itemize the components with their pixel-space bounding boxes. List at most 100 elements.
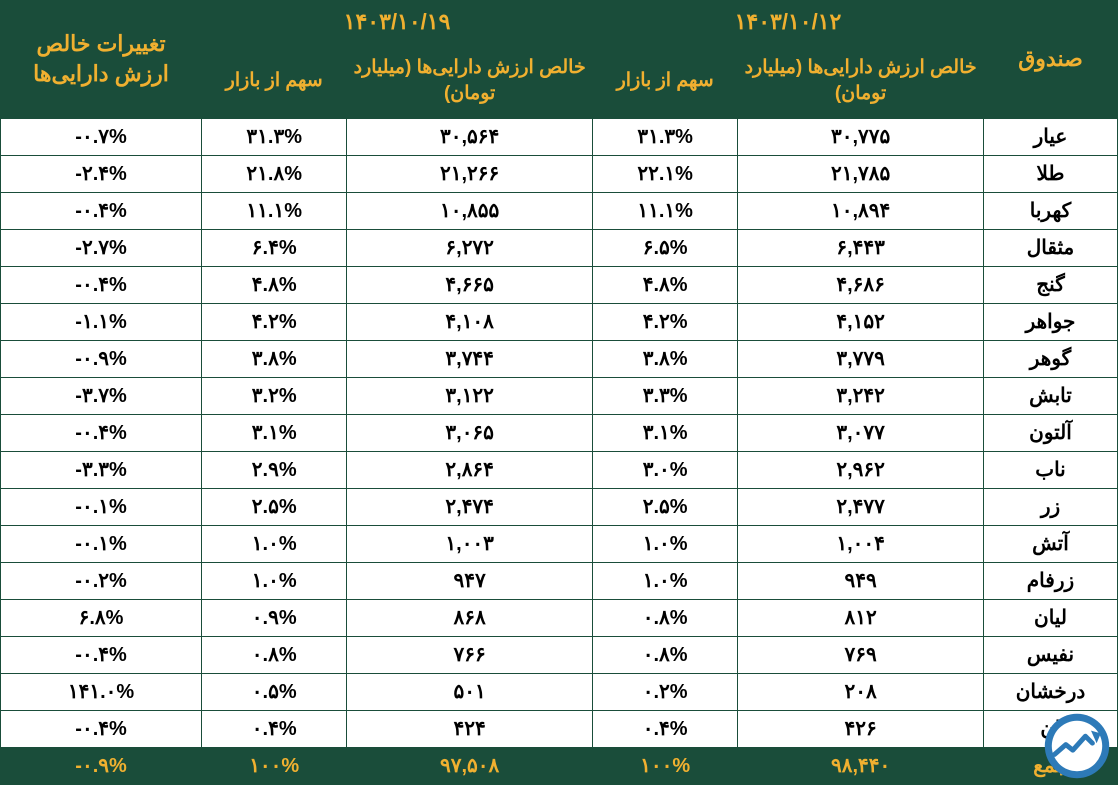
cell: گنج — [983, 266, 1117, 303]
cell: ۴,۱۵۲ — [738, 303, 984, 340]
cell: ۳۱.۳% — [593, 118, 738, 155]
col-nav-older: خالص ارزش دارایی‌ها (میلیارد تومان) — [738, 44, 984, 118]
cell: ۳.۱% — [593, 414, 738, 451]
cell: -۰.۷% — [1, 118, 202, 155]
cell: ۰.۹% — [202, 599, 347, 636]
cell: ۴.۸% — [593, 266, 738, 303]
cell: ۹۴۷ — [347, 562, 593, 599]
table-row: گوهر۳,۷۷۹۳.۸%۳,۷۴۴۳.۸%-۰.۹% — [1, 340, 1118, 377]
cell: ان — [983, 710, 1117, 747]
cell: ۳۰,۷۷۵ — [738, 118, 984, 155]
cell: عیار — [983, 118, 1117, 155]
cell: ۱۱.۱% — [593, 192, 738, 229]
total-change: -۰.۹% — [1, 747, 202, 784]
cell: ۶.۴% — [202, 229, 347, 266]
cell: آتش — [983, 525, 1117, 562]
cell: زر — [983, 488, 1117, 525]
cell: -۰.۴% — [1, 414, 202, 451]
cell: ۳۱.۳% — [202, 118, 347, 155]
table-row: درخشان۲۰۸۰.۲%۵۰۱۰.۵%۱۴۱.۰% — [1, 673, 1118, 710]
cell: ۴,۱۰۸ — [347, 303, 593, 340]
col-fund: صندوق — [983, 1, 1117, 119]
cell: ۲,۸۶۴ — [347, 451, 593, 488]
table-row: ناب۲,۹۶۲۳.۰%۲,۸۶۴۲.۹%-۳.۳% — [1, 451, 1118, 488]
cell: ۶.۵% — [593, 229, 738, 266]
table-row: زر۲,۴۷۷۲.۵%۲,۴۷۴۲.۵%-۰.۱% — [1, 488, 1118, 525]
cell: ۸۱۲ — [738, 599, 984, 636]
cell: ۳.۲% — [202, 377, 347, 414]
cell: ۱.۰% — [202, 562, 347, 599]
cell: ۰.۲% — [593, 673, 738, 710]
cell: -۰.۴% — [1, 710, 202, 747]
nav-table: صندوق ۱۴۰۳/۱۰/۱۲ ۱۴۰۳/۱۰/۱۹ تغییرات خالص… — [0, 0, 1118, 785]
cell: ۱۱.۱% — [202, 192, 347, 229]
cell: ۲.۵% — [593, 488, 738, 525]
cell: ۳۰,۵۶۴ — [347, 118, 593, 155]
cell: طلا — [983, 155, 1117, 192]
cell: ۱,۰۰۳ — [347, 525, 593, 562]
cell: ۲۱,۲۶۶ — [347, 155, 593, 192]
cell: ناب — [983, 451, 1117, 488]
cell: ۱.۰% — [593, 562, 738, 599]
table-row: زرفام۹۴۹۱.۰%۹۴۷۱.۰%-۰.۲% — [1, 562, 1118, 599]
cell: ۳,۲۴۲ — [738, 377, 984, 414]
table-row: ان۴۲۶۰.۴%۴۲۴۰.۴%-۰.۴% — [1, 710, 1118, 747]
cell: ۳.۰% — [593, 451, 738, 488]
table-row: طلا۲۱,۷۸۵۲۲.۱%۲۱,۲۶۶۲۱.۸%-۲.۴% — [1, 155, 1118, 192]
table-row: گنج۴,۶۸۶۴.۸%۴,۶۶۵۴.۸%-۰.۴% — [1, 266, 1118, 303]
cell: آلتون — [983, 414, 1117, 451]
cell: ۱,۰۰۴ — [738, 525, 984, 562]
table-row: مثقال۶,۴۴۳۶.۵%۶,۲۷۲۶.۴%-۲.۷% — [1, 229, 1118, 266]
cell: -۰.۱% — [1, 488, 202, 525]
cell: ۰.۸% — [202, 636, 347, 673]
cell: ۱۴۱.۰% — [1, 673, 202, 710]
cell: ۶,۴۴۳ — [738, 229, 984, 266]
cell: ۴,۶۶۵ — [347, 266, 593, 303]
table-row: کهربا۱۰,۸۹۴۱۱.۱%۱۰,۸۵۵۱۱.۱%-۰.۴% — [1, 192, 1118, 229]
cell: ۵۰۱ — [347, 673, 593, 710]
table-row: تابش۳,۲۴۲۳.۳%۳,۱۲۲۳.۲%-۳.۷% — [1, 377, 1118, 414]
table-total-row: جمع ۹۸,۴۴۰ ۱۰۰% ۹۷,۵۰۸ ۱۰۰% -۰.۹% — [1, 747, 1118, 784]
cell: ۴,۶۸۶ — [738, 266, 984, 303]
cell: ۳,۰۷۷ — [738, 414, 984, 451]
cell: ۴.۲% — [593, 303, 738, 340]
cell: ۰.۸% — [593, 636, 738, 673]
cell: ۶,۲۷۲ — [347, 229, 593, 266]
cell: زرفام — [983, 562, 1117, 599]
cell: نفیس — [983, 636, 1117, 673]
cell: ۲,۴۷۷ — [738, 488, 984, 525]
col-change: تغییرات خالص ارزش دارایی‌ها — [1, 1, 202, 119]
cell: ۳,۷۴۴ — [347, 340, 593, 377]
cell: ۰.۴% — [202, 710, 347, 747]
cell: ۸۶۸ — [347, 599, 593, 636]
cell: ۲.۹% — [202, 451, 347, 488]
cell: ۳.۱% — [202, 414, 347, 451]
cell: لیان — [983, 599, 1117, 636]
col-nav-newer: خالص ارزش دارایی‌ها (میلیارد تومان) — [347, 44, 593, 118]
cell: -۲.۴% — [1, 155, 202, 192]
cell: -۰.۹% — [1, 340, 202, 377]
table-row: آتش۱,۰۰۴۱.۰%۱,۰۰۳۱.۰%-۰.۱% — [1, 525, 1118, 562]
cell: ۲.۵% — [202, 488, 347, 525]
cell: ۳.۳% — [593, 377, 738, 414]
cell: ۳,۷۷۹ — [738, 340, 984, 377]
cell: ۹۴۹ — [738, 562, 984, 599]
cell: ۴.۸% — [202, 266, 347, 303]
cell: درخشان — [983, 673, 1117, 710]
cell: تابش — [983, 377, 1117, 414]
table-container: صندوق ۱۴۰۳/۱۰/۱۲ ۱۴۰۳/۱۰/۱۹ تغییرات خالص… — [0, 0, 1118, 785]
cell: مثقال — [983, 229, 1117, 266]
cell: -۱.۱% — [1, 303, 202, 340]
cell: ۴۲۶ — [738, 710, 984, 747]
cell: کهربا — [983, 192, 1117, 229]
total-nav-older: ۹۸,۴۴۰ — [738, 747, 984, 784]
total-share-newer: ۱۰۰% — [202, 747, 347, 784]
col-date-newer: ۱۴۰۳/۱۰/۱۹ — [202, 1, 593, 45]
cell: ۷۶۶ — [347, 636, 593, 673]
cell: -۲.۷% — [1, 229, 202, 266]
col-date-older: ۱۴۰۳/۱۰/۱۲ — [593, 1, 984, 45]
cell: ۲۱.۸% — [202, 155, 347, 192]
cell: ۱۰,۸۵۵ — [347, 192, 593, 229]
cell: ۴۲۴ — [347, 710, 593, 747]
table-row: آلتون۳,۰۷۷۳.۱%۳,۰۶۵۳.۱%-۰.۴% — [1, 414, 1118, 451]
